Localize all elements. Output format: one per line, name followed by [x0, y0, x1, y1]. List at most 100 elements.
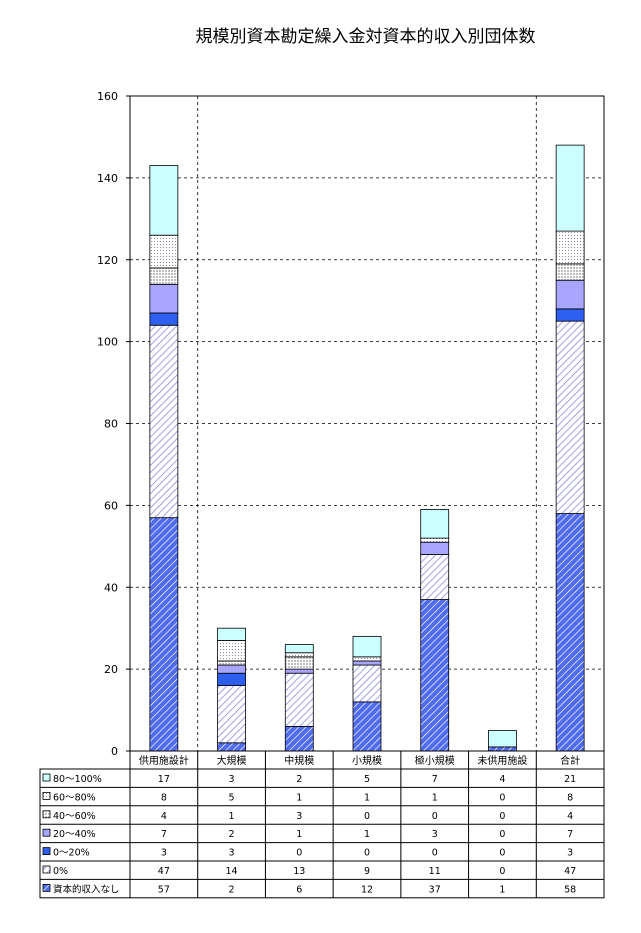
bar-segment-6	[420, 537, 450, 543]
table-cell-value: 2	[229, 884, 235, 895]
table-cell-value: 0	[499, 866, 505, 877]
bar-segment-4	[149, 283, 179, 314]
table-cell-value: 3	[161, 848, 167, 859]
table-cell-value: 37	[429, 884, 441, 895]
legend-label: 0～20%	[53, 848, 90, 859]
y-tick-label: 80	[104, 418, 118, 431]
bar-segment-4	[420, 541, 450, 555]
category-label: 未供用施設	[477, 754, 527, 767]
bar-segment-2	[555, 320, 585, 514]
table-body	[39, 768, 605, 899]
table-cell-value: 1	[364, 792, 370, 803]
bar-segment-2	[352, 664, 382, 703]
y-tick-label: 140	[97, 172, 118, 185]
bar-segment-6	[284, 652, 314, 658]
table-cell-value: 0	[499, 811, 505, 822]
chart-title: 規模別資本勘定繰入金対資本的収入別団体数	[195, 27, 536, 47]
category-label: 小規模	[352, 755, 382, 767]
bar-segment-5	[149, 267, 179, 285]
table-cell-value: 7	[567, 829, 573, 840]
table-cell-value: 0	[432, 848, 438, 859]
table-cell-value: 17	[158, 774, 170, 785]
table-cell-value: 47	[564, 866, 576, 877]
table-cell-value: 7	[432, 774, 438, 785]
table-cell-value: 0	[364, 848, 370, 859]
legend-swatch	[42, 792, 51, 800]
bar-segment-4	[352, 660, 382, 666]
legend-swatch	[42, 810, 51, 819]
table-cell-value: 5	[229, 792, 235, 803]
bar-segment-7	[149, 165, 179, 236]
table-cell-value: 3	[432, 829, 438, 840]
y-tick-label: 20	[104, 663, 118, 676]
table-cell-value: 0	[364, 811, 370, 822]
bar-segment-2	[420, 554, 450, 600]
bar-segment-7	[217, 627, 246, 641]
bar-segment-4	[284, 668, 314, 674]
table-cell-value: 3	[567, 848, 573, 859]
y-tick-label: 0	[111, 745, 118, 758]
bar-segment-1	[149, 517, 179, 752]
table-cell-value: 5	[364, 774, 370, 785]
bar-segment-7	[284, 644, 314, 654]
table-cell-value: 1	[229, 811, 235, 822]
table-cell-value: 0	[296, 848, 302, 859]
bar-segment-7	[555, 144, 585, 232]
y-tick-label: 160	[97, 90, 118, 103]
table-cell-value: 1	[296, 792, 302, 803]
y-tick-label: 60	[104, 499, 118, 512]
table-cell-value: 3	[229, 774, 235, 785]
bar-segment-2	[149, 324, 179, 519]
category-label: 大規模	[217, 754, 247, 767]
legend-swatch	[42, 884, 51, 892]
category-label: 極小規模	[415, 754, 455, 767]
category-label: 中規模	[284, 754, 314, 767]
legend-label: 80～100%	[53, 774, 102, 785]
table-cell-value: 13	[293, 866, 305, 877]
bar-segment-1	[555, 513, 585, 752]
table-cell-value: 8	[567, 792, 573, 803]
legend-swatch	[42, 865, 51, 874]
legend-label: 60～80%	[53, 792, 96, 803]
legend-swatch	[42, 828, 51, 837]
category-label: 供用施設計	[139, 754, 189, 767]
bar-segment-6	[352, 656, 382, 662]
table-cell-value: 7	[161, 829, 167, 840]
table-cell-value: 0	[499, 829, 505, 840]
bar-segment-2	[217, 685, 246, 744]
bar-segment-5	[284, 656, 314, 670]
bar-segment-4	[217, 664, 246, 674]
bar-segment-3	[149, 312, 179, 326]
legend-swatch	[42, 773, 51, 782]
table-cell-value: 4	[161, 811, 167, 822]
bar-segment-1	[352, 701, 382, 752]
bar-segment-6	[217, 640, 246, 662]
table-cell-value: 8	[161, 792, 167, 803]
y-tick-label: 40	[104, 581, 118, 594]
legend-label: 0%	[53, 866, 68, 877]
bar-segment-7	[420, 509, 450, 539]
bar-segment-1	[488, 746, 517, 752]
table-cell-value: 21	[564, 774, 576, 785]
bar-segment-7	[488, 730, 517, 748]
bar-segment-6	[555, 230, 585, 265]
table-cell-value: 0	[432, 811, 438, 822]
table-cell-value: 1	[432, 792, 438, 803]
table-cell-value: 0	[499, 848, 505, 859]
bar-segment-3	[217, 672, 246, 686]
table-cell-value: 3	[296, 811, 302, 822]
y-tick-label: 120	[97, 254, 118, 267]
table-cell-value: 0	[499, 792, 505, 803]
bar-segment-1	[217, 742, 246, 752]
legend-label: 20～40%	[53, 829, 96, 840]
table-cell-value: 1	[364, 829, 370, 840]
table-cell-value: 4	[567, 811, 573, 822]
legend-label: 40～60%	[53, 811, 96, 822]
bar-segment-2	[284, 672, 314, 727]
bar-segment-3	[555, 308, 585, 322]
bar-segment-6	[149, 234, 179, 269]
table-cell-value: 6	[296, 884, 302, 895]
category-label: 合計	[560, 754, 580, 767]
table-cell-value: 9	[364, 866, 370, 877]
